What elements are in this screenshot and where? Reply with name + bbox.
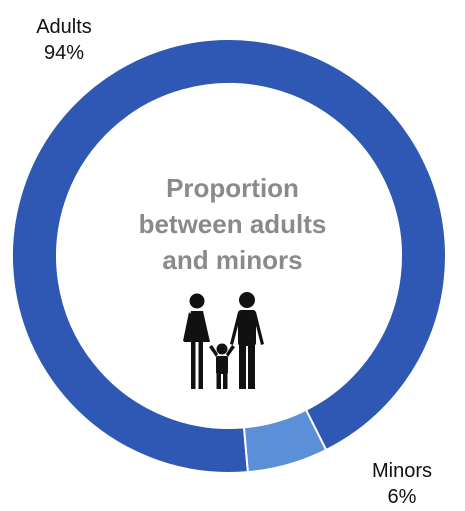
data-label-adults-value: 94% <box>43 42 85 64</box>
chart-title-line-3: and minors <box>162 245 303 275</box>
data-label-minors: Minors 6% <box>352 458 452 510</box>
chart-title: Proportion between adults and minors <box>100 170 365 278</box>
donut-slice-adults <box>11 38 447 474</box>
family-icon <box>183 292 264 389</box>
donut-slice-minors <box>242 408 328 474</box>
data-label-adults-name: Adults <box>36 16 92 38</box>
data-label-adults: Adults 94% <box>14 14 114 66</box>
chart-title-line-2: between adults <box>138 209 327 239</box>
data-label-minors-name: Minors <box>371 460 432 482</box>
chart-title-line-1: Proportion <box>166 173 299 203</box>
data-label-minors-value: 6% <box>387 486 417 508</box>
